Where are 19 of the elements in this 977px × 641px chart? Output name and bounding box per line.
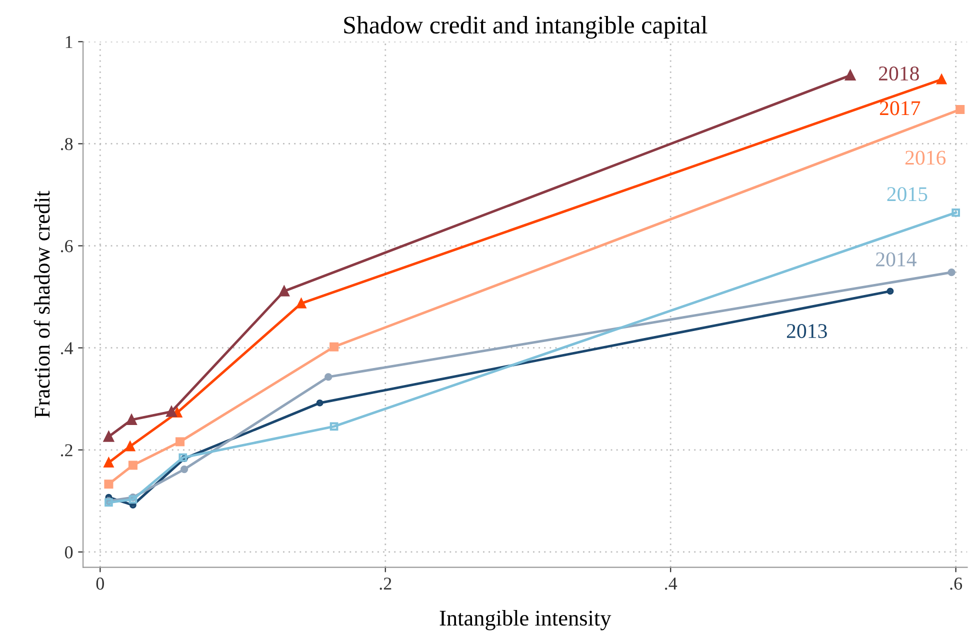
- x-axis-title: Intangible intensity: [440, 610, 612, 630]
- series-label: 2015: [887, 187, 928, 202]
- y-axis-title: Fraction of shadow credit: [34, 190, 50, 418]
- chart-title: Shadow credit and intangible capital: [344, 16, 708, 39]
- x-tick-label: .4: [665, 578, 678, 590]
- x-tick-label: .6: [950, 578, 962, 590]
- y-tick-label: .2: [60, 444, 72, 456]
- y-tick-label: 1: [66, 36, 72, 48]
- x-tick-label: 0: [96, 578, 104, 590]
- y-tick-label: 0: [64, 546, 73, 558]
- y-tick-label: .8: [60, 138, 73, 150]
- series-label: 2018: [878, 66, 919, 81]
- y-tick-label: .4: [60, 342, 74, 354]
- x-tick-label: .2: [380, 578, 392, 590]
- series-label: 2016: [905, 150, 946, 165]
- series-label: 2014: [876, 252, 916, 266]
- series-label: 2013: [786, 324, 827, 338]
- y-tick-label: .6: [60, 240, 73, 252]
- series-label: 2017: [880, 101, 920, 116]
